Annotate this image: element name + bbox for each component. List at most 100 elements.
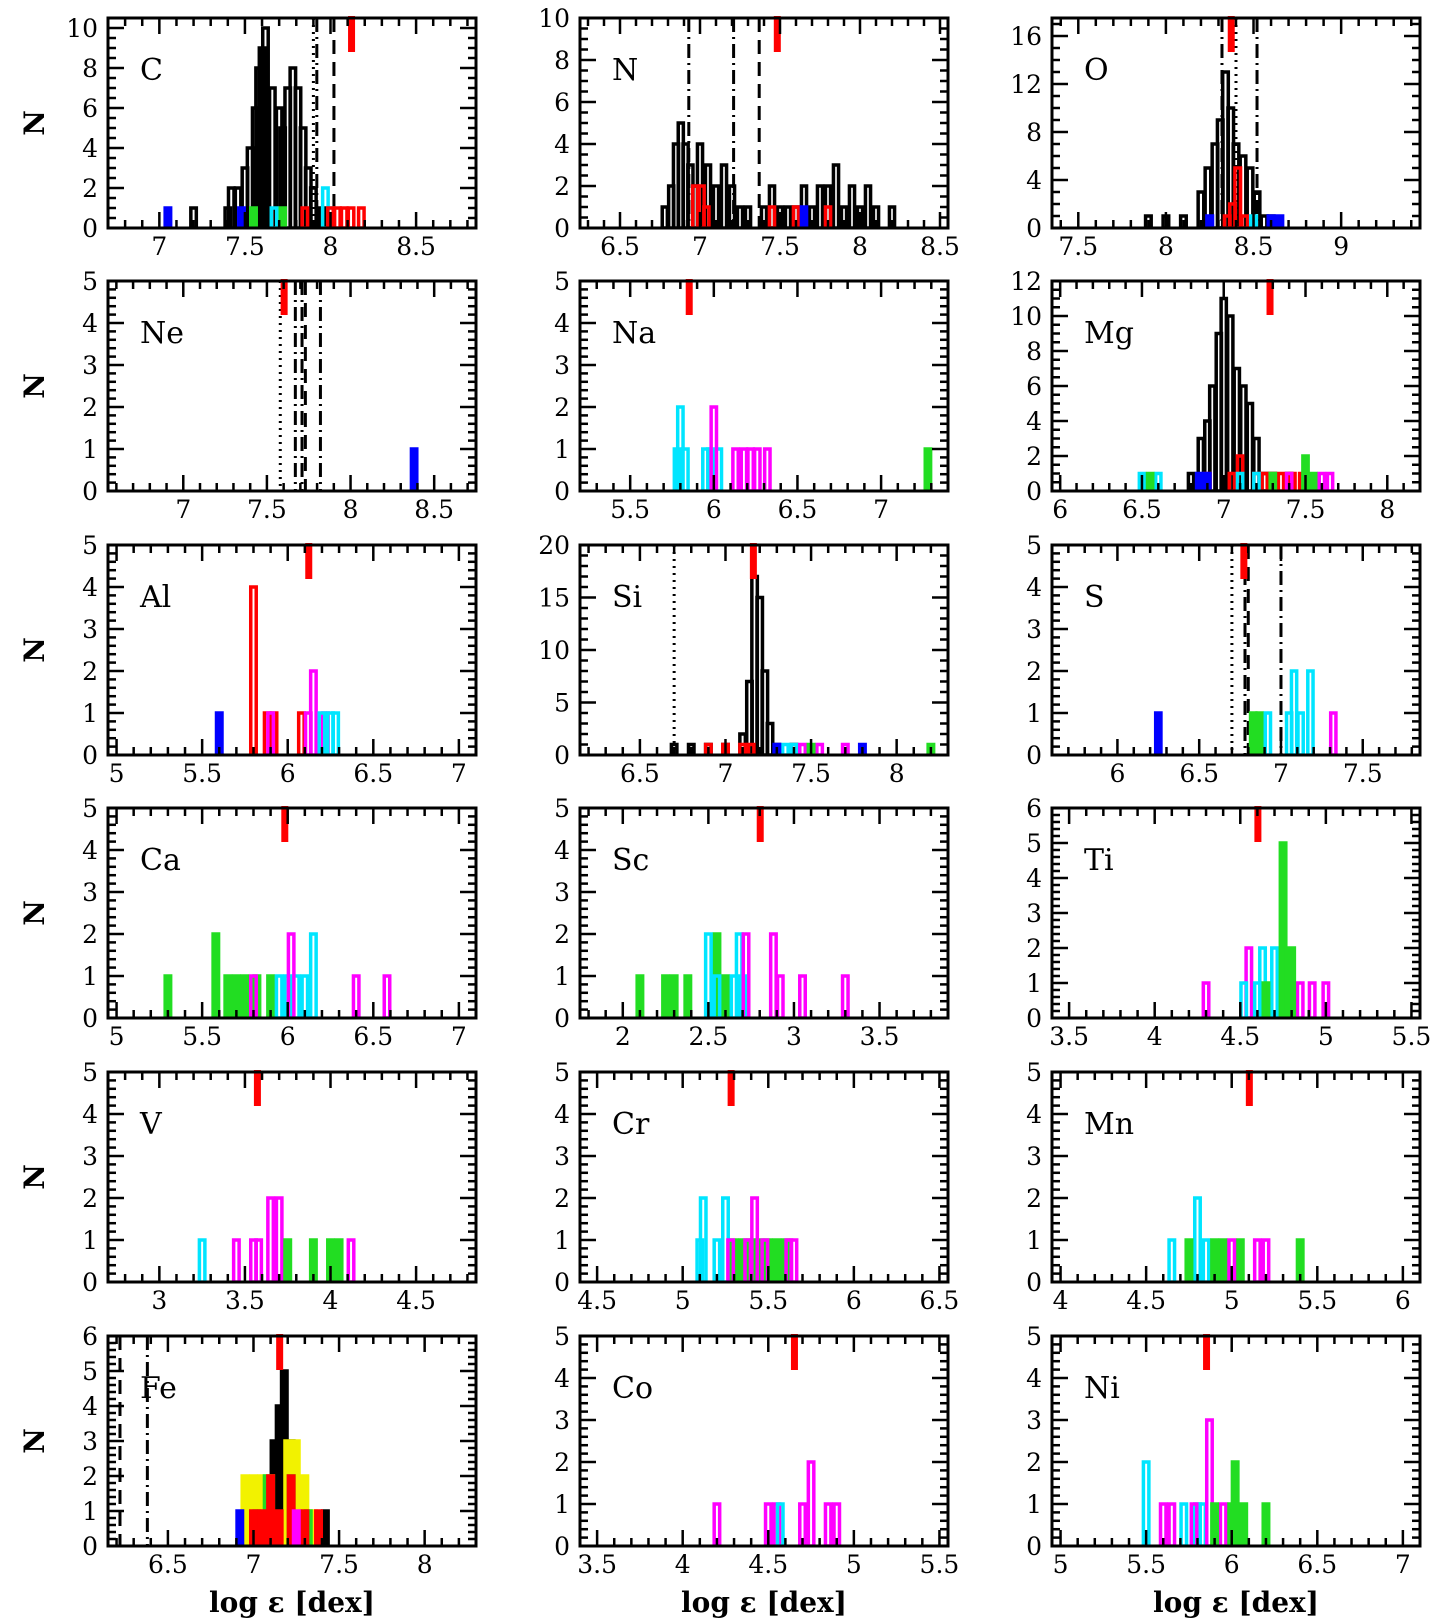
solar-abundance-marker [348, 16, 356, 52]
histogram-bar-cyan [269, 206, 279, 228]
y-tick-label: 5 [82, 531, 98, 560]
x-tick-label: 5 [675, 1286, 691, 1315]
y-tick-label: 0 [1026, 741, 1042, 770]
y-tick-label: 1 [554, 962, 570, 991]
histogram-bar-magenta [248, 974, 258, 1018]
histogram-bar-blue [799, 205, 809, 228]
histogram-bar-black [308, 186, 318, 228]
histogram-bar-magenta [768, 932, 778, 1018]
x-tick-label: 6 [280, 759, 296, 788]
y-tick-label: 2 [554, 1184, 570, 1213]
y-tick-label: 0 [554, 1532, 570, 1561]
histogram-bar-red [248, 585, 258, 755]
x-tick-label: 3 [786, 1022, 802, 1051]
histogram-bar-cyan [1252, 471, 1261, 491]
histogram-bar-black [743, 205, 753, 228]
y-tick-label: 4 [1026, 864, 1042, 893]
histogram-bar-green [669, 974, 679, 1018]
y-tick-label: 2 [1026, 1184, 1042, 1213]
solar-abundance-marker [1245, 1070, 1253, 1106]
y-tick-label: 2 [1026, 1448, 1042, 1477]
histogram-bar-green [1309, 471, 1319, 491]
x-tick-label: 5 [846, 1550, 862, 1579]
x-tick-label: 8 [323, 232, 339, 261]
x-tick-label: 7 [451, 759, 467, 788]
y-tick-label: 2 [82, 1184, 98, 1213]
histogram-bar-green [1268, 471, 1278, 491]
x-tick-label: 8.5 [396, 232, 436, 261]
histogram-bar-red [703, 742, 713, 755]
plot-area [1143, 18, 1285, 228]
plot-area [278, 281, 419, 491]
y-tick-label: 0 [1026, 1004, 1042, 1033]
histogram-bar-cyan [1192, 1196, 1202, 1282]
x-tick-label: 5 [1318, 1022, 1334, 1051]
x-axis-title: log ε [dex] [209, 1586, 375, 1619]
x-tick-label: 8 [852, 232, 868, 261]
histogram-bar-blue [1203, 471, 1212, 491]
histogram-bar-red [314, 1509, 324, 1546]
y-tick-label: 3 [1026, 1142, 1042, 1171]
y-tick-label: 3 [554, 1406, 570, 1435]
y-tick-label: 5 [554, 794, 570, 823]
y-tick-label: 2 [554, 920, 570, 949]
y-tick-label: 2 [554, 1448, 570, 1477]
solar-abundance-marker [1203, 1334, 1211, 1370]
histogram-bar-cyan [712, 1238, 722, 1282]
x-tick-label: 7.5 [247, 495, 287, 524]
y-tick-label: 2 [554, 172, 570, 201]
histogram-bar-red [332, 206, 342, 228]
y-tick-label: 2 [82, 174, 98, 203]
y-tick-label: 5 [82, 267, 98, 296]
x-tick-label: 6.5 [1122, 495, 1162, 524]
histogram-bar-red [339, 206, 349, 228]
y-tick-label: 4 [1026, 407, 1042, 436]
x-tick-label: 5.5 [1392, 1022, 1432, 1051]
y-tick-label: 5 [1026, 829, 1042, 858]
histogram-bar-black [765, 721, 775, 755]
element-label: N [612, 53, 638, 88]
y-tick-label: 16 [1010, 22, 1042, 51]
histogram-bar-cyan [1198, 1502, 1208, 1546]
histogram-bar-black [189, 206, 199, 228]
histogram-bar-black [1225, 314, 1235, 491]
x-tick-label: 3 [151, 1286, 167, 1315]
histogram-bar-blue [1153, 711, 1163, 755]
y-tick-label: 1 [82, 962, 98, 991]
histogram-bar-cyan [680, 447, 690, 491]
x-tick-label: 7 [873, 495, 889, 524]
axes-frame [106, 16, 478, 230]
histogram-bar-black [1252, 436, 1261, 491]
solar-abundance-marker [749, 543, 757, 579]
histogram-bar-green [635, 974, 645, 1018]
x-tick-label: 6.5 [778, 495, 818, 524]
y-tick-label: 4 [554, 836, 570, 865]
histogram-bar-magenta [1284, 471, 1294, 491]
x-tick-label: 8.5 [920, 232, 960, 261]
x-tick-label: 4 [1147, 1022, 1163, 1051]
panel-mg: 6 6.5 7 7.5 8 0 2 4 6 8 10 12 Mg [1010, 267, 1422, 524]
histogram-bar-magenta [752, 447, 762, 491]
solar-abundance-marker [305, 543, 313, 579]
histogram-bar-cyan [1306, 669, 1315, 755]
x-tick-label: 7.5 [225, 232, 265, 261]
histogram-bar-black [815, 184, 825, 228]
y-tick-label: 4 [554, 130, 570, 159]
y-tick-label: 0 [82, 477, 98, 506]
solar-abundance-marker [756, 806, 764, 842]
histogram-bar-blue [235, 1509, 245, 1546]
y-tick-label: 0 [554, 477, 570, 506]
y-tick-label: 10 [1010, 302, 1042, 331]
y-tick-label: 2 [1026, 657, 1042, 686]
panel-ni: 5 5.5 6 6.5 7 0 1 2 3 4 5 Ni [1026, 1322, 1422, 1579]
plot-area [118, 1336, 330, 1546]
histogram-bar-magenta [726, 1238, 736, 1282]
y-tick-label: 6 [1026, 372, 1042, 401]
panel-sc: 2 2.5 3 3.5 0 1 2 3 4 5 Sc [554, 794, 950, 1051]
histogram-bar-green [1239, 1502, 1249, 1546]
panel-s: 6 6.5 7 7.5 0 1 2 3 4 5 S [1026, 531, 1422, 788]
x-tick-label: 6 [706, 495, 722, 524]
y-tick-label: 3 [554, 1142, 570, 1171]
x-tick-label: 7.5 [791, 759, 831, 788]
